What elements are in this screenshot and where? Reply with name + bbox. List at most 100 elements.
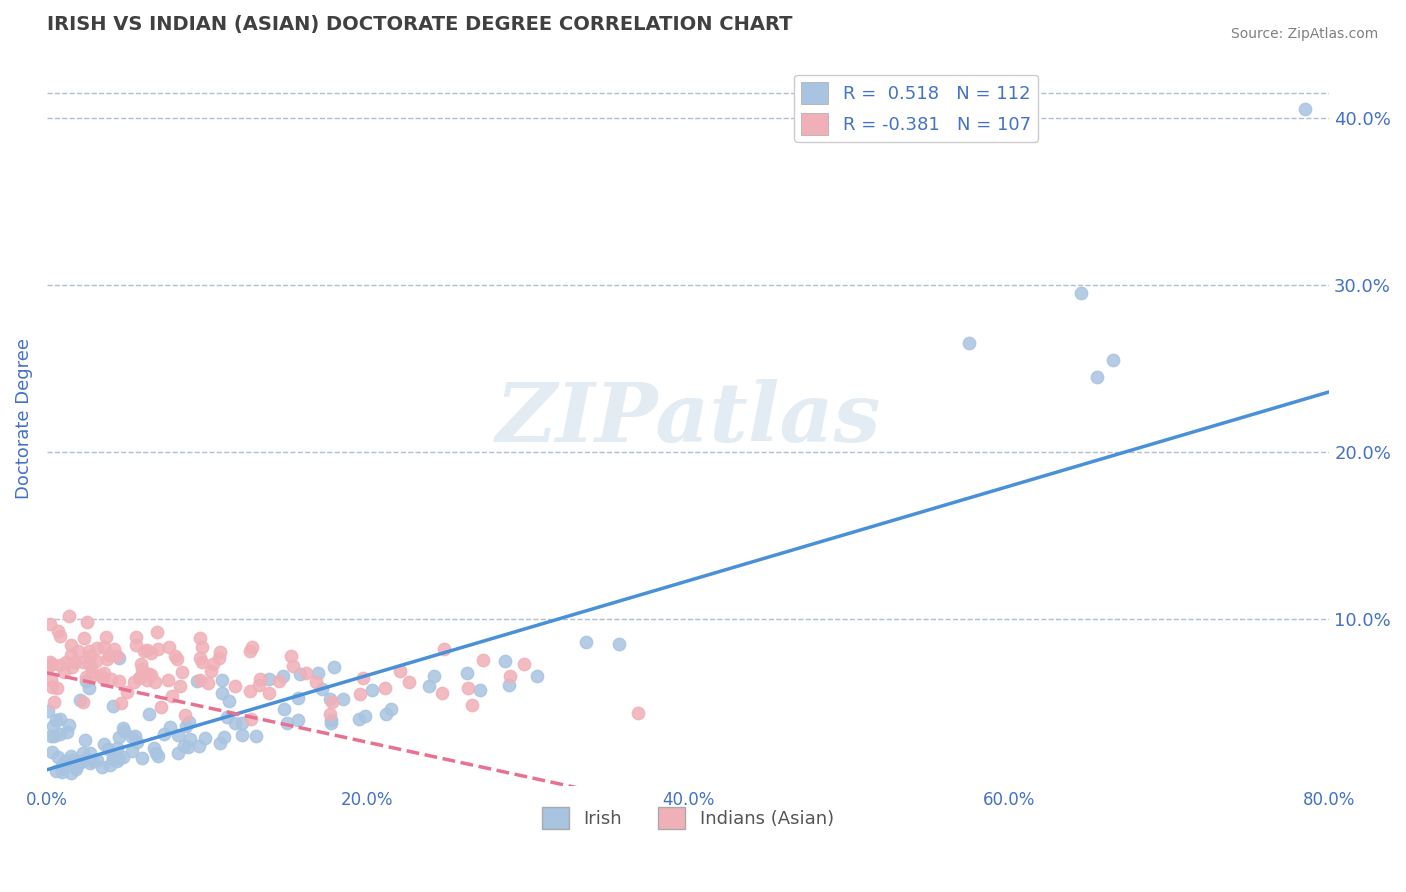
Point (148, 749, 170, 764)
Point (288, 666, 311, 681)
Point (135, 673, 157, 687)
Point (273, 701, 295, 715)
Point (1102, 353, 1125, 368)
Point (125, 638, 148, 652)
Point (146, 624, 169, 639)
Point (138, 667, 160, 681)
Point (48, 727, 70, 741)
Point (101, 698, 124, 713)
Point (188, 673, 211, 687)
Point (79, 648, 101, 663)
Point (271, 669, 294, 683)
Point (239, 712, 262, 726)
Point (224, 715, 246, 730)
Point (319, 706, 342, 721)
Point (461, 698, 484, 713)
Point (267, 674, 290, 689)
Point (45, 714, 67, 728)
Point (361, 682, 384, 697)
Point (39, 655, 62, 669)
Point (208, 645, 231, 659)
Point (112, 723, 135, 738)
Point (63, 655, 86, 669)
Point (93, 665, 115, 680)
Point (53, 754, 76, 768)
Point (136, 643, 159, 657)
Point (98, 648, 121, 662)
Point (494, 654, 516, 668)
Point (55, 655, 77, 669)
Point (349, 687, 371, 701)
Point (311, 681, 333, 696)
Point (91, 671, 114, 685)
Point (122, 674, 145, 689)
Point (194, 731, 217, 745)
Point (108, 730, 131, 744)
Point (231, 727, 253, 741)
Point (60, 638, 83, 652)
Point (89, 668, 111, 682)
Point (41, 745, 63, 759)
Point (75, 670, 97, 684)
Point (280, 648, 302, 663)
Point (513, 657, 536, 672)
Point (93, 640, 115, 654)
Point (60, 753, 83, 767)
Point (1294, 103, 1316, 117)
Point (281, 659, 304, 673)
Point (174, 707, 197, 722)
Point (167, 728, 190, 742)
Point (433, 641, 456, 656)
Point (191, 655, 214, 669)
Legend: Irish, Indians (Asian): Irish, Indians (Asian) (534, 800, 841, 837)
Point (129, 657, 152, 671)
Text: ZIPatlas: ZIPatlas (495, 379, 880, 458)
Point (69, 755, 91, 769)
Point (49, 657, 72, 672)
Point (75, 752, 97, 766)
Point (352, 671, 374, 685)
Point (49, 712, 72, 726)
Point (211, 685, 233, 699)
Point (73, 632, 96, 646)
Point (132, 643, 155, 657)
Point (423, 669, 446, 683)
Point (160, 689, 183, 703)
Point (111, 750, 134, 764)
Point (46, 681, 69, 695)
Point (39, 729, 62, 743)
Point (48, 749, 70, 764)
Point (60, 748, 83, 763)
Point (107, 674, 129, 689)
Point (498, 678, 520, 692)
Point (526, 669, 548, 683)
Point (69, 755, 91, 769)
Point (138, 706, 160, 721)
Point (347, 712, 370, 726)
Point (287, 691, 309, 706)
Point (86, 753, 108, 767)
Point (468, 683, 491, 698)
Point (72, 655, 94, 669)
Point (46, 624, 69, 638)
Point (319, 692, 342, 706)
Point (1070, 286, 1092, 301)
Point (59, 766, 82, 780)
Point (77, 656, 100, 670)
Point (211, 673, 233, 688)
Point (627, 706, 650, 720)
Point (166, 651, 188, 665)
Point (305, 674, 328, 689)
Point (128, 671, 150, 685)
Point (86, 640, 108, 655)
Point (98, 757, 121, 772)
Point (157, 640, 180, 654)
Point (105, 754, 128, 768)
Point (294, 665, 316, 680)
Point (245, 730, 267, 744)
Point (39, 616, 62, 631)
Point (131, 662, 153, 676)
Point (456, 665, 478, 680)
Point (117, 685, 139, 699)
Point (249, 672, 271, 686)
